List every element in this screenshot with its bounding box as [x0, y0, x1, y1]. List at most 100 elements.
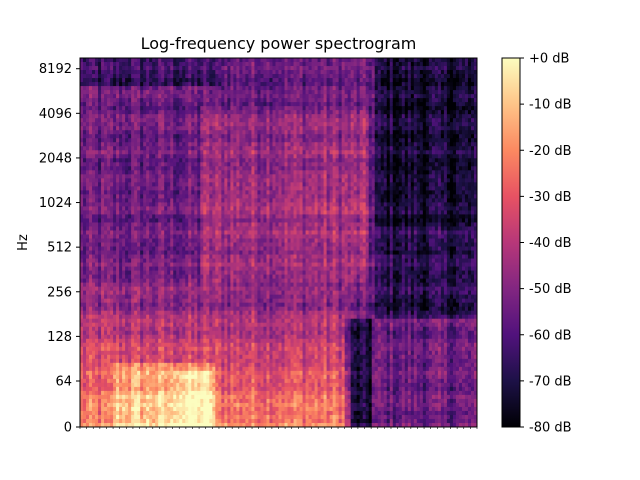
- heat-cell: [176, 190, 180, 195]
- heat-cell: [146, 118, 150, 123]
- heat-cell: [137, 406, 141, 412]
- heat-cell: [146, 150, 150, 155]
- heat-cell: [92, 350, 96, 356]
- heat-cell: [155, 390, 159, 396]
- heat-cell: [83, 106, 87, 111]
- heat-cell: [119, 206, 123, 212]
- heat-cell: [176, 102, 180, 107]
- heat-cell: [116, 230, 120, 236]
- heat-cell: [179, 270, 183, 276]
- heat-cell: [155, 86, 159, 91]
- heat-cell: [191, 62, 195, 67]
- heat-cell: [164, 414, 168, 420]
- heat-cell: [185, 58, 189, 63]
- heat-cell: [188, 198, 192, 203]
- heat-cell: [92, 202, 96, 207]
- heat-cell: [134, 118, 138, 123]
- heat-cell: [104, 162, 108, 167]
- heat-cell: [125, 382, 129, 388]
- heat-cell: [197, 58, 201, 63]
- heat-cell: [194, 290, 198, 296]
- heat-cell: [116, 294, 120, 300]
- heat-cell: [194, 342, 198, 348]
- heat-cell: [194, 218, 198, 224]
- heat-cell: [95, 78, 99, 83]
- heat-cell: [152, 382, 156, 388]
- heat-cell: [188, 346, 192, 352]
- heat-cell: [164, 302, 168, 308]
- heat-cell: [98, 190, 102, 195]
- heat-cell: [125, 74, 129, 79]
- heat-cell: [179, 286, 183, 292]
- heat-cell: [185, 282, 189, 288]
- heat-cell: [143, 314, 147, 320]
- heat-cell: [149, 414, 153, 420]
- heat-cell: [158, 142, 162, 147]
- heat-cell: [125, 374, 129, 380]
- heat-cell: [149, 330, 153, 336]
- heat-cell: [101, 386, 105, 392]
- heat-cell: [125, 350, 129, 356]
- heat-cell: [104, 250, 108, 256]
- heat-cell: [107, 126, 111, 131]
- heat-cell: [125, 130, 129, 135]
- heat-cell: [119, 106, 123, 111]
- heat-cell: [176, 350, 180, 356]
- heat-cell: [98, 230, 102, 236]
- heat-cell: [167, 74, 171, 79]
- heat-cell: [131, 90, 135, 95]
- heat-cell: [143, 306, 147, 312]
- heat-cell: [182, 74, 186, 79]
- heat-cell: [89, 390, 93, 396]
- heat-cell: [137, 238, 141, 244]
- heat-cell: [170, 134, 174, 139]
- heat-cell: [176, 170, 180, 175]
- heat-cell: [125, 170, 129, 175]
- heat-cell: [146, 258, 150, 264]
- heat-cell: [86, 218, 90, 224]
- heat-cell: [194, 422, 198, 427]
- heat-cell: [155, 94, 159, 99]
- heat-cell: [191, 234, 195, 240]
- heat-cell: [86, 74, 90, 79]
- heat-cell: [161, 206, 165, 212]
- heat-cell: [128, 206, 132, 212]
- heat-cell: [185, 122, 189, 127]
- heat-cell: [83, 182, 87, 187]
- heat-cell: [173, 210, 177, 216]
- heat-cell: [110, 294, 114, 300]
- heat-cell: [125, 82, 129, 87]
- heat-cell: [167, 386, 171, 392]
- heat-cell: [143, 122, 147, 127]
- heat-cell: [143, 262, 147, 268]
- heat-cell: [188, 298, 192, 304]
- heat-cell: [182, 250, 186, 256]
- heat-cell: [83, 130, 87, 135]
- heat-cell: [158, 370, 162, 376]
- heat-cell: [152, 374, 156, 380]
- heat-cell: [179, 62, 183, 67]
- heat-cell: [170, 166, 174, 171]
- heat-cell: [173, 78, 177, 83]
- heat-cell: [146, 154, 150, 159]
- heat-cell: [104, 406, 108, 412]
- heat-cell: [149, 262, 153, 268]
- heat-cell: [104, 378, 108, 384]
- heat-cell: [86, 370, 90, 376]
- heat-cell: [98, 122, 102, 127]
- heat-cell: [179, 118, 183, 123]
- heat-cell: [146, 298, 150, 304]
- heat-cell: [101, 66, 105, 71]
- heat-cell: [104, 226, 108, 232]
- heat-cell: [125, 242, 129, 248]
- heat-cell: [197, 82, 201, 87]
- heat-cell: [152, 110, 156, 115]
- heat-cell: [86, 314, 90, 320]
- heat-cell: [131, 226, 135, 232]
- heat-cell: [197, 378, 201, 384]
- heat-cell: [140, 142, 144, 147]
- heat-cell: [134, 374, 138, 380]
- heat-cell: [143, 278, 147, 284]
- heat-cell: [113, 174, 117, 179]
- heat-cell: [146, 382, 150, 388]
